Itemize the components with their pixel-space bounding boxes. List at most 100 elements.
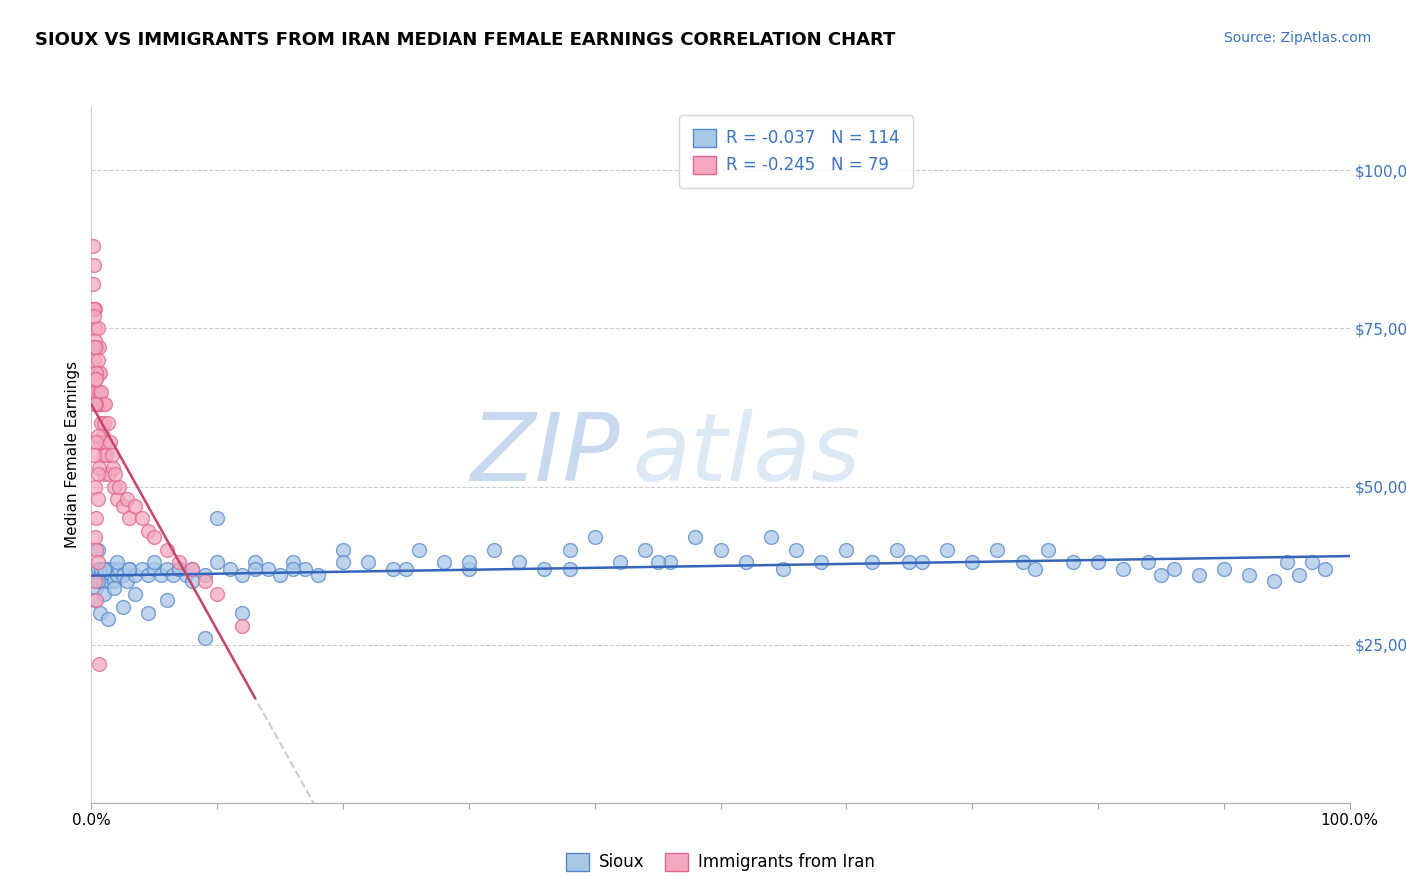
Point	[181, 562, 204, 576]
Point	[659, 556, 682, 570]
Point	[84, 372, 107, 386]
Point	[1011, 556, 1033, 570]
Point	[143, 556, 166, 570]
Point	[1301, 556, 1323, 570]
Point	[89, 397, 111, 411]
Point	[1188, 568, 1211, 582]
Point	[86, 397, 108, 411]
Point	[281, 556, 304, 570]
Point	[98, 467, 121, 481]
Point	[93, 448, 115, 462]
Point	[108, 562, 131, 576]
Point	[156, 562, 179, 576]
Point	[408, 542, 430, 557]
Point	[131, 562, 153, 576]
Point	[82, 239, 104, 253]
Point	[772, 562, 794, 576]
Point	[118, 562, 141, 576]
Point	[87, 340, 110, 354]
Point	[84, 479, 107, 493]
Point	[86, 372, 108, 386]
Point	[156, 542, 179, 557]
Point	[101, 460, 124, 475]
Point	[1062, 556, 1084, 570]
Point	[962, 556, 984, 570]
Point	[734, 556, 756, 570]
Point	[94, 397, 117, 411]
Y-axis label: Median Female Earnings: Median Female Earnings	[65, 361, 80, 549]
Point	[90, 384, 112, 399]
Point	[98, 574, 121, 589]
Point	[194, 568, 217, 582]
Point	[93, 467, 115, 481]
Point	[87, 366, 110, 380]
Point	[357, 556, 380, 570]
Point	[218, 562, 240, 576]
Point	[83, 448, 105, 462]
Point	[84, 397, 107, 411]
Point	[86, 321, 108, 335]
Point	[482, 542, 505, 557]
Point	[205, 556, 228, 570]
Point	[911, 556, 934, 570]
Point	[609, 556, 631, 570]
Point	[90, 562, 112, 576]
Point	[243, 562, 266, 576]
Point	[97, 612, 120, 626]
Point	[104, 467, 127, 481]
Point	[94, 562, 117, 576]
Point	[508, 556, 530, 570]
Point	[93, 587, 115, 601]
Point	[118, 562, 141, 576]
Point	[82, 277, 104, 292]
Point	[558, 562, 581, 576]
Point	[103, 574, 125, 589]
Point	[1275, 556, 1298, 570]
Point	[169, 556, 191, 570]
Point	[86, 435, 108, 450]
Point	[94, 435, 117, 450]
Point	[194, 632, 217, 646]
Point	[101, 562, 124, 576]
Point	[86, 366, 108, 380]
Point	[936, 542, 959, 557]
Point	[1137, 556, 1160, 570]
Point	[115, 492, 138, 507]
Point	[685, 530, 707, 544]
Point	[382, 562, 405, 576]
Point	[86, 492, 108, 507]
Point	[87, 460, 110, 475]
Point	[83, 353, 105, 368]
Point	[84, 334, 107, 348]
Point	[89, 366, 111, 380]
Point	[118, 511, 141, 525]
Point	[91, 574, 114, 589]
Point	[810, 556, 832, 570]
Point	[103, 479, 125, 493]
Point	[131, 511, 153, 525]
Point	[205, 511, 228, 525]
Point	[1237, 568, 1260, 582]
Point	[457, 556, 479, 570]
Point	[97, 568, 120, 582]
Point	[96, 574, 118, 589]
Point	[89, 435, 111, 450]
Point	[84, 593, 107, 607]
Point	[174, 568, 197, 582]
Point	[84, 340, 107, 354]
Point	[86, 542, 108, 557]
Point	[105, 556, 128, 570]
Point	[136, 606, 159, 620]
Point	[1263, 574, 1285, 589]
Point	[231, 568, 253, 582]
Point	[205, 587, 228, 601]
Point	[91, 429, 114, 443]
Point	[433, 556, 456, 570]
Point	[149, 568, 172, 582]
Point	[111, 499, 134, 513]
Point	[231, 618, 253, 632]
Point	[533, 562, 555, 576]
Point	[98, 562, 121, 576]
Point	[86, 467, 108, 481]
Point	[93, 562, 115, 576]
